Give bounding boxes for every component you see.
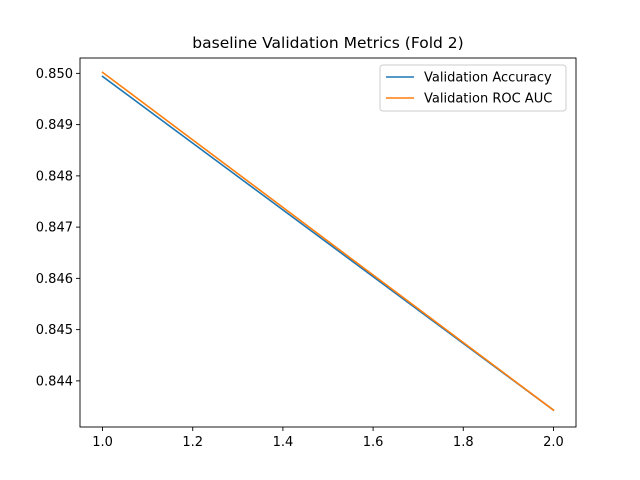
x-tick-label: 1.6 — [363, 435, 384, 450]
y-tick-label: 0.847 — [36, 221, 73, 236]
legend-label: Validation ROC AUC — [424, 92, 552, 107]
x-tick-label: 2.0 — [543, 435, 564, 450]
y-tick-label: 0.849 — [36, 118, 73, 133]
y-tick-label: 0.844 — [36, 374, 73, 389]
x-tick-label: 1.2 — [182, 435, 203, 450]
legend-box — [379, 64, 567, 112]
x-tick-label: 1.4 — [273, 435, 294, 450]
y-tick-label: 0.848 — [36, 169, 73, 184]
x-axis: 1.0 1.2 1.4 1.6 1.8 2.0 — [92, 427, 564, 450]
y-tick-label: 0.850 — [36, 67, 73, 82]
legend: Validation Accuracy Validation ROC AUC — [379, 64, 567, 112]
x-tick-label: 1.8 — [453, 435, 474, 450]
plot-frame — [79, 57, 577, 428]
x-tick-label: 1.0 — [92, 435, 113, 450]
y-axis: 0.844 0.845 0.846 0.847 0.848 0.849 0.850 — [36, 67, 80, 389]
y-tick-label: 0.846 — [36, 272, 73, 287]
chart-title: baseline Validation Metrics (Fold 2) — [192, 34, 463, 52]
series-line-validation-roc-auc — [101, 71, 555, 412]
series-layer — [101, 71, 555, 412]
legend-label: Validation Accuracy — [424, 71, 552, 86]
y-tick-label: 0.845 — [36, 323, 73, 338]
